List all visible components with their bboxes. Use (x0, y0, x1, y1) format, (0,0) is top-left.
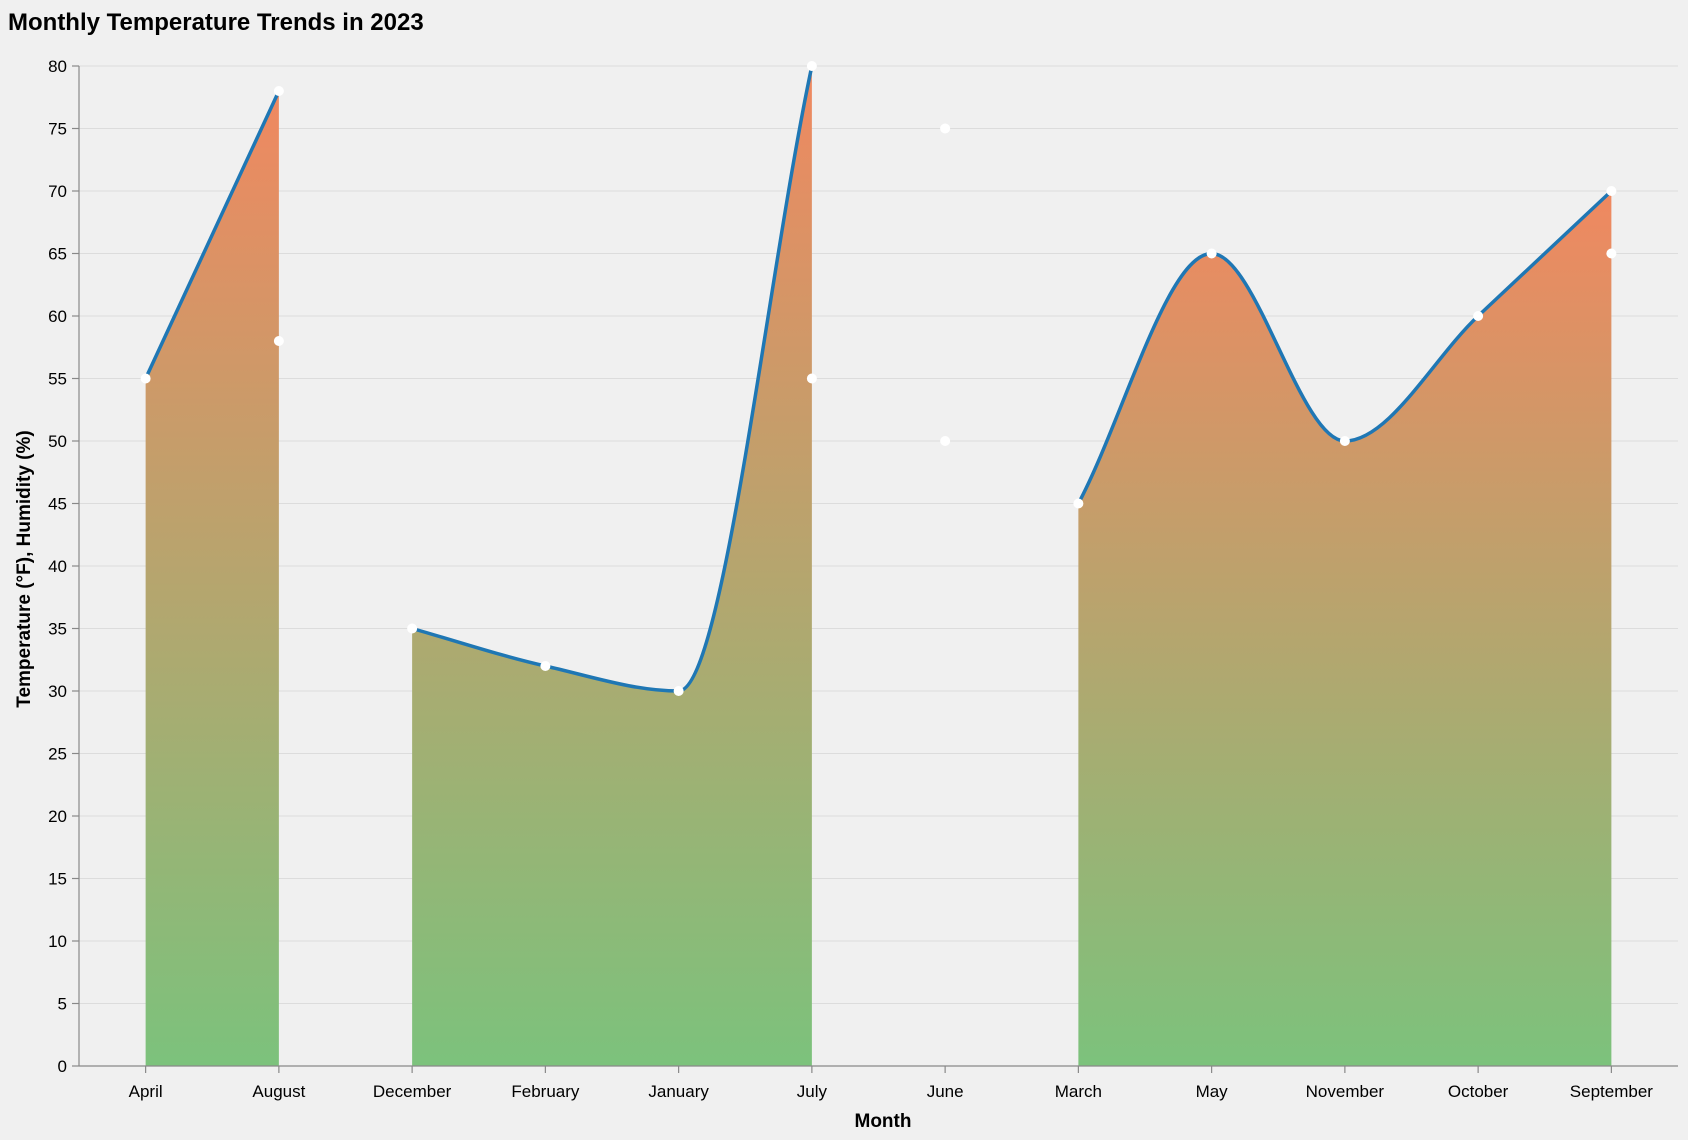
x-tick-label: April (129, 1082, 163, 1101)
extra-data-point (940, 436, 951, 446)
data-point (673, 686, 684, 696)
temperature-area-segment (145, 91, 279, 1066)
y-tick-label: 45 (48, 495, 67, 514)
temperature-line-segment (144, 90, 281, 380)
y-tick-label: 5 (58, 995, 67, 1014)
extra-data-point (1606, 248, 1617, 259)
x-tick-label: September (1570, 1082, 1653, 1101)
extra-data-point (806, 373, 817, 384)
y-tick-label: 40 (48, 557, 67, 576)
data-point (806, 61, 817, 71)
y-tick-label: 30 (48, 682, 67, 701)
y-tick-label: 35 (48, 620, 67, 639)
x-tick-label: October (1448, 1082, 1509, 1101)
temperature-area-segment (412, 66, 812, 1066)
x-tick-label: November (1306, 1082, 1385, 1101)
y-tick-label: 10 (48, 932, 67, 951)
x-tick-label: June (927, 1082, 964, 1101)
area-layer (145, 66, 1612, 1066)
x-tick-label: May (1196, 1082, 1229, 1101)
y-tick-label: 75 (48, 120, 67, 139)
y-tick-label: 20 (48, 807, 67, 826)
data-point (1073, 498, 1084, 509)
extra-data-point (273, 336, 284, 346)
data-point (140, 373, 151, 384)
x-tick-label: January (648, 1082, 709, 1101)
temperature-area-segment (1078, 191, 1612, 1066)
extra-data-point (940, 123, 951, 134)
y-tick-label: 50 (48, 432, 67, 451)
y-axis-title: Temperature (°F), Humidity (%) (14, 430, 35, 708)
y-tick-label: 15 (48, 870, 67, 889)
x-axis-title: Month (855, 1111, 912, 1132)
point-layer (140, 61, 1617, 696)
y-tick-label: 60 (48, 307, 67, 326)
data-point (1339, 436, 1350, 446)
x-tick-label: August (252, 1082, 305, 1101)
data-point (1206, 248, 1217, 259)
chart-title: Monthly Temperature Trends in 2023 (8, 9, 424, 36)
y-tick-label: 25 (48, 745, 67, 764)
x-tick-label: February (511, 1082, 580, 1101)
x-tick-label: December (373, 1082, 452, 1101)
y-tick-label: 0 (58, 1057, 67, 1076)
y-tick-label: 65 (48, 245, 67, 264)
data-point (1473, 311, 1484, 321)
y-tick-label: 80 (48, 57, 67, 76)
data-point (273, 86, 284, 96)
grid-layer (79, 65, 1678, 1067)
data-point (1606, 186, 1617, 196)
x-tick-label: July (797, 1082, 828, 1101)
y-tick-label: 55 (48, 370, 67, 389)
data-point (540, 661, 551, 671)
data-point (407, 623, 418, 634)
axis-layer: 0 5 10 15 20 25 30 35 40 45 50 55 60 65 70 75 80 April Aug… (48, 57, 1678, 1101)
temperature-line-segment (1076, 189, 1613, 505)
x-tick-label: March (1055, 1082, 1102, 1101)
y-tick-label: 70 (48, 182, 67, 201)
